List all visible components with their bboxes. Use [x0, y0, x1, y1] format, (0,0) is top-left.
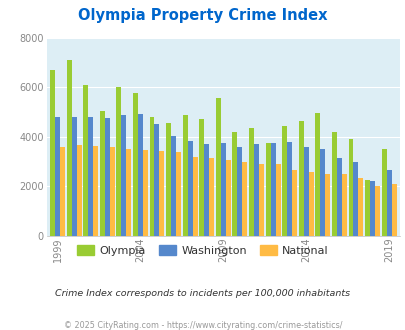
- Bar: [324, 174, 329, 236]
- Bar: [303, 147, 308, 236]
- Bar: [166, 123, 171, 236]
- Bar: [298, 121, 303, 236]
- Bar: [286, 143, 292, 236]
- Bar: [199, 119, 204, 236]
- Bar: [254, 144, 258, 236]
- Bar: [292, 170, 296, 236]
- Bar: [315, 114, 320, 236]
- Bar: [209, 158, 214, 236]
- Bar: [55, 117, 60, 236]
- Bar: [149, 117, 154, 236]
- Bar: [176, 152, 181, 236]
- Bar: [104, 117, 109, 236]
- Bar: [320, 149, 324, 236]
- Bar: [143, 149, 147, 236]
- Bar: [381, 149, 386, 236]
- Bar: [237, 147, 242, 236]
- Bar: [353, 162, 358, 236]
- Bar: [154, 124, 159, 236]
- Text: © 2025 CityRating.com - https://www.cityrating.com/crime-statistics/: © 2025 CityRating.com - https://www.city…: [64, 321, 341, 330]
- Bar: [369, 181, 374, 236]
- Bar: [71, 117, 77, 236]
- Bar: [159, 151, 164, 236]
- Text: Crime Index corresponds to incidents per 100,000 inhabitants: Crime Index corresponds to incidents per…: [55, 289, 350, 298]
- Bar: [93, 146, 98, 236]
- Bar: [66, 60, 71, 236]
- Bar: [182, 115, 187, 236]
- Bar: [138, 114, 143, 236]
- Bar: [347, 139, 353, 236]
- Bar: [77, 145, 81, 236]
- Bar: [126, 149, 131, 236]
- Bar: [109, 147, 114, 236]
- Text: Olympia Property Crime Index: Olympia Property Crime Index: [78, 8, 327, 23]
- Bar: [258, 164, 263, 236]
- Bar: [121, 115, 126, 236]
- Bar: [215, 98, 220, 236]
- Bar: [358, 178, 362, 236]
- Bar: [391, 184, 396, 236]
- Bar: [248, 128, 254, 236]
- Bar: [374, 186, 379, 236]
- Bar: [341, 174, 346, 236]
- Bar: [281, 126, 286, 236]
- Bar: [386, 170, 391, 236]
- Bar: [88, 117, 93, 236]
- Bar: [242, 162, 247, 236]
- Bar: [364, 180, 369, 236]
- Bar: [225, 160, 230, 236]
- Bar: [265, 143, 270, 236]
- Bar: [331, 132, 336, 236]
- Bar: [83, 85, 88, 236]
- Bar: [220, 143, 225, 236]
- Bar: [50, 70, 55, 236]
- Bar: [232, 131, 237, 236]
- Bar: [270, 143, 275, 236]
- Legend: Olympia, Washington, National: Olympia, Washington, National: [72, 241, 333, 260]
- Bar: [132, 93, 138, 236]
- Bar: [204, 144, 209, 236]
- Bar: [60, 147, 65, 236]
- Bar: [187, 141, 192, 236]
- Bar: [308, 172, 313, 236]
- Bar: [116, 87, 121, 236]
- Bar: [336, 158, 341, 236]
- Bar: [192, 157, 197, 236]
- Bar: [100, 111, 104, 236]
- Bar: [171, 136, 176, 236]
- Bar: [275, 164, 280, 236]
